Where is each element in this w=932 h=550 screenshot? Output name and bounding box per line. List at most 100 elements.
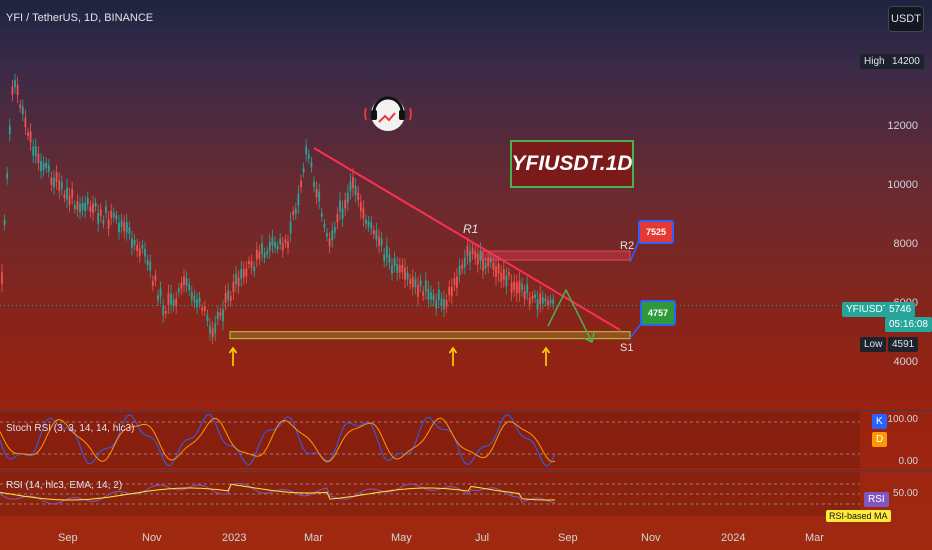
candle-body — [391, 265, 393, 274]
currency-button[interactable]: USDT — [888, 6, 924, 32]
r1-trendline — [313, 147, 621, 331]
candle-body — [487, 257, 490, 267]
candle-body — [146, 260, 149, 266]
candle-body — [484, 263, 487, 269]
stoch-d-badge: D — [872, 432, 888, 447]
candle-body — [180, 282, 183, 289]
candle-body — [261, 242, 263, 254]
candle-body — [287, 241, 289, 249]
projection-path — [547, 288, 593, 343]
candle-body — [466, 245, 469, 257]
candle-body — [6, 172, 9, 179]
candle-body — [21, 106, 24, 115]
candle-body — [203, 306, 206, 312]
candle-body — [138, 248, 141, 256]
candle-body — [424, 280, 427, 292]
candle-body — [417, 285, 419, 297]
candle-body — [336, 214, 339, 223]
candle-body — [235, 274, 237, 285]
s1-label: S1 — [620, 342, 634, 354]
candle-body — [378, 236, 380, 246]
last-price: 5746 — [885, 302, 916, 317]
candle-body — [523, 291, 526, 299]
candle-body — [55, 172, 58, 182]
pane-divider[interactable] — [0, 470, 932, 471]
candle-body — [50, 178, 53, 185]
candle-body — [393, 258, 396, 266]
candle-body — [92, 203, 94, 213]
stoch-k-line — [0, 413, 556, 467]
candle-body — [406, 272, 409, 280]
stoch-d-line — [0, 417, 556, 463]
candle-body — [549, 299, 552, 303]
time-tick: Mar — [805, 532, 824, 544]
low-value: 4591 — [888, 337, 919, 352]
candle-body — [518, 280, 521, 293]
bounce-arrowhead — [541, 346, 551, 354]
candle-body — [427, 288, 430, 300]
candle-body — [508, 272, 510, 276]
countdown-timer: 05:16:08 — [885, 317, 932, 332]
candle-body — [349, 181, 352, 192]
candle-body — [380, 238, 383, 246]
candle-body — [105, 206, 107, 213]
candle-body — [479, 250, 482, 262]
candle-body — [367, 221, 370, 227]
candle-body — [453, 278, 456, 285]
candle-body — [541, 296, 544, 304]
candle-body — [206, 315, 209, 321]
candle-body — [331, 230, 334, 241]
symbol-title: YFI / TetherUS, 1D, BINANCE — [6, 12, 154, 24]
candle-body — [315, 188, 318, 198]
candle-body — [461, 264, 464, 269]
candle-body — [547, 300, 549, 305]
candle-body — [3, 219, 6, 225]
candle-body — [333, 226, 336, 233]
pane-divider[interactable] — [0, 410, 932, 411]
candle-body — [112, 212, 115, 217]
candle-body — [307, 154, 310, 159]
candle-body — [528, 298, 531, 305]
candle-body — [151, 281, 154, 286]
candle-body — [313, 181, 315, 187]
candle-body — [42, 162, 45, 171]
candle-body — [128, 227, 131, 234]
candle-body — [258, 251, 261, 259]
time-tick: May — [391, 532, 412, 544]
candle-body — [219, 312, 222, 316]
candle-body — [32, 146, 35, 156]
stoch-rsi-pane[interactable] — [0, 412, 860, 468]
candle-body — [193, 295, 196, 303]
rsi-pane[interactable] — [0, 472, 860, 516]
stoch-tick-top: 100.00 — [887, 414, 918, 425]
bounce-arrowhead — [448, 346, 458, 354]
candle-body — [383, 254, 386, 261]
candle-body — [292, 211, 295, 216]
candle-body — [294, 208, 297, 215]
main-price-chart[interactable] — [0, 40, 840, 410]
candle-body — [45, 162, 48, 168]
candle-body — [539, 293, 542, 305]
candle-body — [71, 189, 74, 198]
candle-body — [84, 202, 87, 212]
candle-body — [344, 199, 347, 209]
candle-body — [450, 286, 453, 297]
time-tick: Sep — [558, 532, 578, 544]
candle-body — [133, 239, 136, 245]
candle-body — [227, 290, 230, 300]
candle-body — [40, 161, 42, 172]
r2-value-bubble: 7525 — [638, 220, 674, 244]
candle-body — [432, 294, 435, 301]
candle-body — [60, 181, 63, 189]
candle-body — [237, 277, 240, 287]
candle-body — [300, 180, 302, 188]
candle-body — [279, 238, 282, 245]
candle-body — [47, 165, 50, 172]
candle-body — [281, 243, 284, 251]
time-tick: 2024 — [721, 532, 746, 544]
candle-body — [19, 104, 22, 108]
candle-body — [297, 193, 300, 206]
candle-body — [125, 221, 128, 233]
r2-label: R2 — [620, 240, 635, 252]
candle-body — [157, 295, 159, 301]
